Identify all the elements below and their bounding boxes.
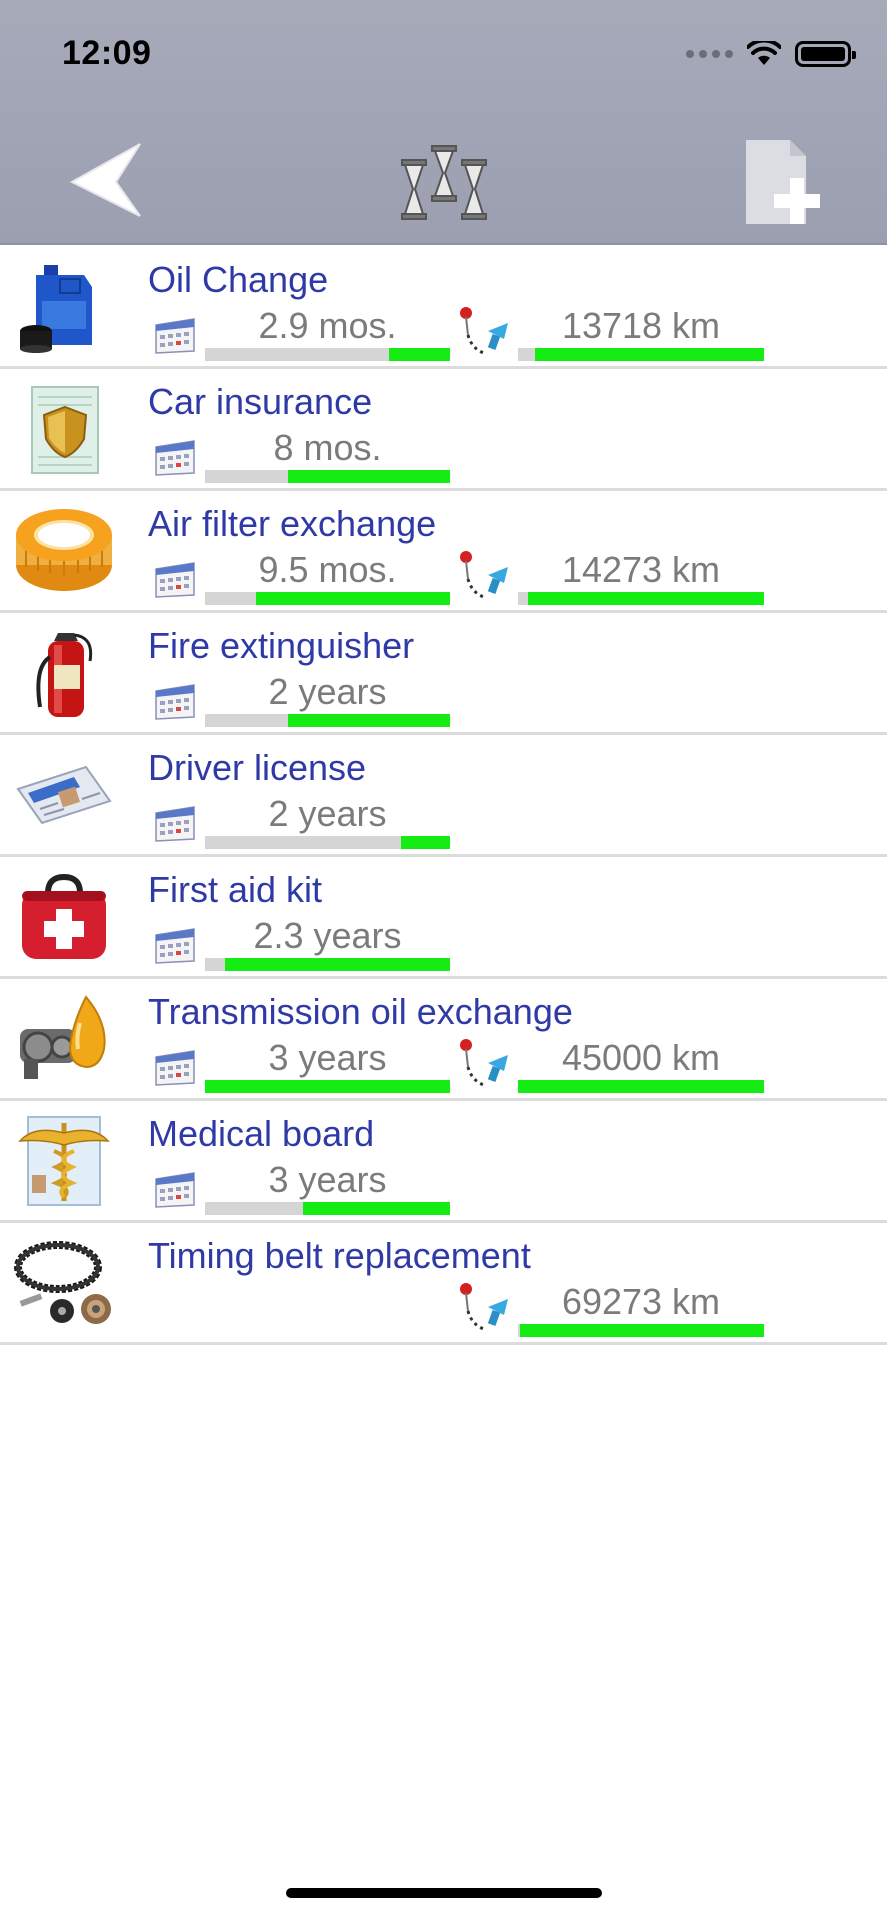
- item-title: Medical board: [148, 1113, 375, 1154]
- calendar-icon: [155, 440, 195, 476]
- calendar-icon: [155, 684, 195, 720]
- time-value: 2 years: [268, 793, 387, 834]
- time-remaining: 9.5 mos.: [148, 549, 450, 605]
- item-title: Fire extinguisher: [148, 625, 415, 666]
- list-item[interactable]: Transmission oil exchange 3 years 45000 …: [0, 979, 887, 1101]
- calendar-icon: [155, 1172, 195, 1208]
- navigation-bar: 12:09: [0, 0, 887, 245]
- time-value: 3 years: [268, 1037, 387, 1078]
- list-item[interactable]: Oil Change 2.9 mos. 13718 km: [0, 247, 887, 369]
- item-title: Air filter exchange: [148, 503, 437, 544]
- time-progress-bar: [205, 348, 450, 361]
- calendar-icon: [155, 806, 195, 842]
- time-progress-bar: [205, 958, 450, 971]
- item-title: Transmission oil exchange: [148, 991, 573, 1032]
- transmission-oil-icon: [20, 995, 106, 1079]
- distance-remaining: 69273 km: [458, 1281, 768, 1337]
- medical-caduceus-icon: [18, 1116, 110, 1206]
- list-item[interactable]: Car insurance 8 mos.: [0, 369, 887, 491]
- list-item[interactable]: First aid kit 2.3 years: [0, 857, 887, 979]
- list-item[interactable]: Driver license 2 years: [0, 735, 887, 857]
- time-value: 2.3 years: [253, 915, 402, 956]
- fire-extinguisher-icon: [36, 633, 93, 717]
- time-value: 9.5 mos.: [258, 549, 397, 590]
- status-time: 12:09: [62, 34, 152, 72]
- distance-progress-bar: [518, 1080, 764, 1093]
- calendar-icon: [155, 562, 195, 598]
- list-item[interactable]: Air filter exchange 9.5 mos. 14273 km: [0, 491, 887, 613]
- insurance-shield-icon: [31, 386, 99, 474]
- route-pin-icon: [460, 307, 508, 355]
- back-arrow-icon[interactable]: [66, 140, 146, 220]
- distance-remaining: 14273 km: [458, 549, 768, 605]
- battery-icon: [795, 41, 856, 67]
- driver-license-icon: [16, 765, 112, 825]
- timing-belt-icon: [14, 1241, 111, 1324]
- time-remaining: 3 years: [148, 1159, 450, 1215]
- time-progress-bar: [205, 592, 450, 605]
- distance-remaining: 13718 km: [458, 305, 768, 361]
- time-value: 2 years: [268, 671, 387, 712]
- distance-value: 13718 km: [561, 305, 721, 346]
- route-pin-icon: [460, 551, 508, 599]
- item-title: Timing belt replacement: [148, 1235, 531, 1276]
- time-value: 2.9 mos.: [258, 305, 397, 346]
- time-value: 8 mos.: [273, 427, 382, 468]
- item-title: Oil Change: [148, 259, 329, 300]
- list-item[interactable]: Fire extinguisher 2 years: [0, 613, 887, 735]
- cellular-signal-icon: [686, 50, 733, 58]
- item-title: Car insurance: [148, 381, 373, 422]
- time-remaining: 8 mos.: [148, 427, 450, 483]
- route-pin-icon: [460, 1283, 508, 1331]
- wifi-icon: [747, 41, 781, 65]
- time-remaining: 3 years: [148, 1037, 450, 1093]
- distance-progress-bar: [518, 348, 764, 361]
- oil-can-and-filter-icon: [20, 265, 92, 353]
- time-remaining: 2.9 mos.: [148, 305, 450, 361]
- item-title: Driver license: [148, 747, 367, 788]
- list-item[interactable]: Timing belt replacement 69273 km: [0, 1223, 887, 1345]
- home-indicator[interactable]: [286, 1888, 602, 1898]
- list-item[interactable]: Medical board 3 years: [0, 1101, 887, 1223]
- distance-value: 45000 km: [561, 1037, 721, 1078]
- time-value: 3 years: [268, 1159, 387, 1200]
- time-progress-bar: [205, 470, 450, 483]
- time-progress-bar: [205, 1080, 450, 1093]
- add-document-icon[interactable]: [744, 138, 828, 226]
- air-filter-icon: [16, 509, 112, 591]
- calendar-icon: [155, 1050, 195, 1086]
- time-remaining: 2 years: [148, 793, 450, 849]
- status-indicators: [686, 40, 856, 68]
- distance-value: 14273 km: [561, 549, 721, 590]
- route-pin-icon: [460, 1039, 508, 1087]
- time-remaining: 2.3 years: [148, 915, 450, 971]
- time-progress-bar: [205, 1202, 450, 1215]
- distance-progress-bar: [518, 592, 764, 605]
- calendar-icon: [155, 928, 195, 964]
- distance-progress-bar: [518, 1324, 764, 1337]
- distance-value: 69273 km: [561, 1281, 721, 1322]
- calendar-icon: [155, 318, 195, 354]
- first-aid-kit-icon: [22, 873, 106, 959]
- time-progress-bar: [205, 836, 450, 849]
- item-title: First aid kit: [148, 869, 323, 910]
- hourglasses-icon[interactable]: [400, 142, 488, 222]
- time-progress-bar: [205, 714, 450, 727]
- maintenance-list: Oil Change 2.9 mos. 13718 km: [0, 247, 887, 1345]
- time-remaining: 2 years: [148, 671, 450, 727]
- distance-remaining: 45000 km: [458, 1037, 768, 1093]
